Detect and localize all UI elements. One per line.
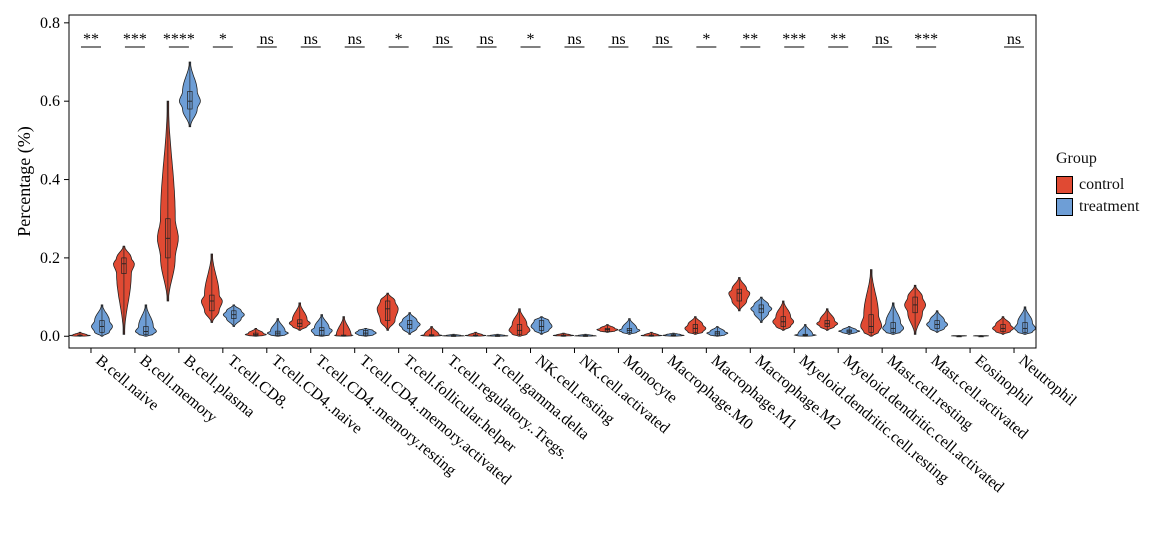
significance-label: ns (1007, 31, 1021, 48)
significance-label: ns (304, 31, 318, 48)
box-control (209, 294, 215, 312)
legend-item-control: control (1056, 174, 1139, 196)
significance-label: ** (742, 31, 758, 48)
significance-label: ns (348, 31, 362, 48)
legend: Group control treatment (1056, 150, 1139, 218)
significance-label: ns (567, 31, 581, 48)
box-treatment (187, 91, 193, 110)
legend-title: Group (1056, 150, 1097, 167)
box-control (868, 314, 874, 333)
significance-label: * (395, 31, 403, 48)
legend-swatch-control (1056, 176, 1073, 194)
legend-swatch-treatment (1056, 198, 1073, 216)
box-treatment (538, 320, 545, 331)
significance-label: ns (875, 31, 889, 48)
y-tick-label: 0.4 (40, 172, 60, 189)
legend-label-control: control (1079, 176, 1125, 193)
box-treatment (1022, 322, 1028, 333)
significance-label: ** (830, 31, 846, 48)
x-tick-label: Myeloid.dendritic.cell.activated (840, 352, 1007, 496)
significance-label: ns (435, 31, 449, 48)
y-tick-label: 0.2 (40, 250, 60, 267)
y-tick-label: 0.8 (40, 15, 60, 32)
plot-panel (68, 14, 1037, 349)
box-treatment (319, 327, 325, 336)
y-tick-label: 0.0 (40, 328, 60, 345)
significance-label: * (527, 31, 535, 48)
significance-label: **** (163, 31, 195, 48)
significance-label: * (219, 31, 227, 48)
box-treatment (143, 326, 149, 335)
box-control (121, 257, 127, 274)
significance-label: *** (123, 31, 147, 48)
legend-item-treatment: treatment (1056, 196, 1139, 218)
y-axis-title: Percentage (%) (14, 126, 35, 236)
significance-label: *** (914, 31, 938, 48)
significance-label: ns (260, 31, 274, 48)
significance-label: ns (655, 31, 669, 48)
significance-label: * (702, 31, 710, 48)
box-control (516, 324, 523, 335)
significance-label: ns (611, 31, 625, 48)
significance-label: ns (479, 31, 493, 48)
box-treatment (890, 322, 896, 333)
legend-label-treatment: treatment (1079, 198, 1140, 215)
y-tick-label: 0.6 (40, 93, 60, 110)
significance-label: *** (782, 31, 806, 48)
box-control (385, 300, 391, 321)
box-control (736, 288, 742, 302)
significance-label: ** (83, 31, 99, 48)
